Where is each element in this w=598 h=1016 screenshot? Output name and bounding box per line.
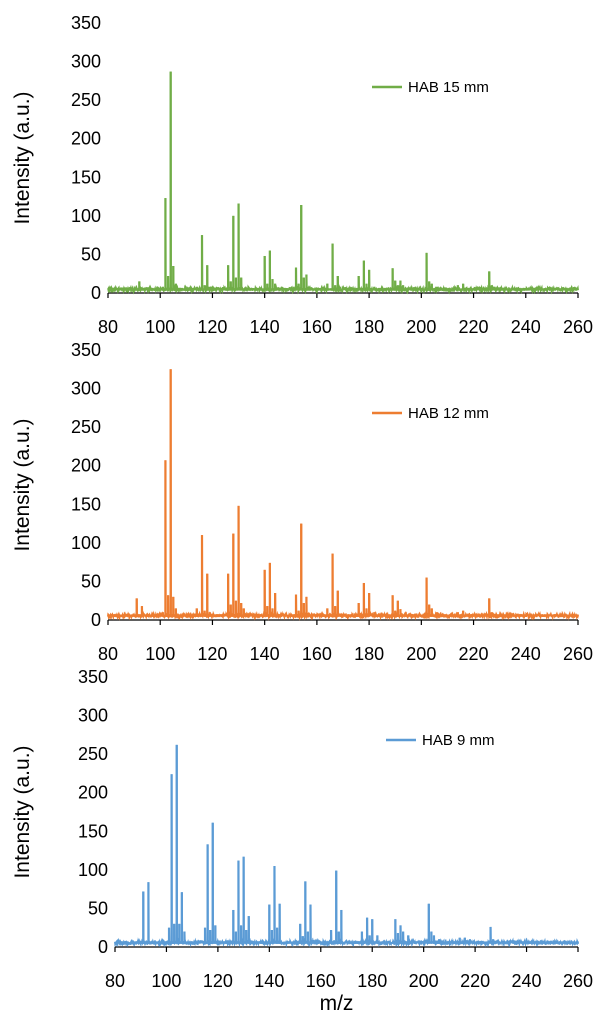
x-tick-label: 260 [563, 971, 593, 991]
x-tick-label: 120 [203, 971, 233, 991]
x-tick-label: 220 [459, 317, 489, 337]
chart-panel-2: 0 50 100 150 200 250 300 350 80 100 120 140 160 180 20… [11, 340, 593, 664]
y-tick-label: 300 [71, 379, 101, 399]
series-line-hab-15-mm [107, 71, 579, 295]
y-tick-label: 50 [88, 898, 108, 918]
x-tick-label: 140 [250, 644, 280, 664]
x-tick-label: 140 [254, 971, 284, 991]
x-tick-label: 100 [145, 317, 175, 337]
y-tick-label: 200 [71, 456, 101, 476]
y-tick-label: 300 [71, 52, 101, 72]
x-tick-label: 160 [302, 317, 332, 337]
x-tick-label: 160 [306, 971, 336, 991]
y-tick-label: 100 [71, 533, 101, 553]
y-tick-label: 0 [91, 610, 101, 630]
y-tick-label: 100 [71, 206, 101, 226]
x-tick-label: 80 [105, 971, 125, 991]
y-tick-label: 250 [71, 417, 101, 437]
x-tick-label: 220 [460, 971, 490, 991]
y-axis-label: Intensity (a.u.) [11, 418, 34, 551]
y-tick-label: 200 [78, 783, 108, 803]
y-tick-label: 350 [71, 13, 101, 33]
x-tick-label: 180 [354, 317, 384, 337]
x-tick-label: 180 [354, 644, 384, 664]
y-tick-label: 350 [71, 340, 101, 360]
x-tick-label: 240 [511, 317, 541, 337]
y-tick-label: 250 [78, 744, 108, 764]
x-tick-label: 100 [145, 644, 175, 664]
y-tick-label: 100 [78, 860, 108, 880]
y-tick-label: 0 [91, 283, 101, 303]
x-tick-label: 80 [98, 644, 118, 664]
x-tick-label: 260 [563, 317, 593, 337]
y-axis-label: Intensity (a.u.) [11, 745, 34, 878]
x-tick-label: 260 [563, 644, 593, 664]
y-tick-label: 150 [71, 167, 101, 187]
x-tick-label: 120 [197, 644, 227, 664]
x-axis-label: m/z [320, 992, 354, 1015]
legend-label: HAB 15 mm [408, 79, 489, 96]
x-tick-label: 100 [151, 971, 181, 991]
series-line-hab-12-mm [107, 369, 579, 621]
x-tick-label: 140 [250, 317, 280, 337]
y-tick-label: 200 [71, 129, 101, 149]
x-tick-label: 80 [98, 317, 118, 337]
x-tick-label: 200 [409, 971, 439, 991]
legend-label: HAB 12 mm [408, 405, 489, 422]
series-line-hab-9-mm [114, 744, 579, 948]
y-tick-label: 150 [71, 494, 101, 514]
y-tick-label: 50 [81, 244, 101, 264]
y-tick-label: 350 [78, 667, 108, 687]
x-tick-label: 200 [406, 317, 436, 337]
y-tick-label: 150 [78, 821, 108, 841]
x-tick-label: 200 [406, 644, 436, 664]
x-tick-label: 180 [357, 971, 387, 991]
y-tick-label: 50 [81, 571, 101, 591]
y-axis-label: Intensity (a.u.) [11, 91, 34, 224]
chart-panel-1: 0 50 100 150 200 250 300 350 80 100 120 140 160 180 20… [11, 13, 593, 337]
legend-label: HAB 9 mm [422, 732, 495, 749]
y-tick-label: 0 [98, 937, 108, 957]
x-tick-label: 240 [511, 644, 541, 664]
x-tick-label: 240 [512, 971, 542, 991]
chart-panel-3: 0 50 100 150 200 250 300 350 80 100 120 140 160 180 20… [11, 667, 593, 1015]
y-tick-label: 250 [71, 90, 101, 110]
x-tick-label: 220 [459, 644, 489, 664]
y-tick-label: 300 [78, 706, 108, 726]
x-tick-label: 160 [302, 644, 332, 664]
x-tick-label: 120 [197, 317, 227, 337]
